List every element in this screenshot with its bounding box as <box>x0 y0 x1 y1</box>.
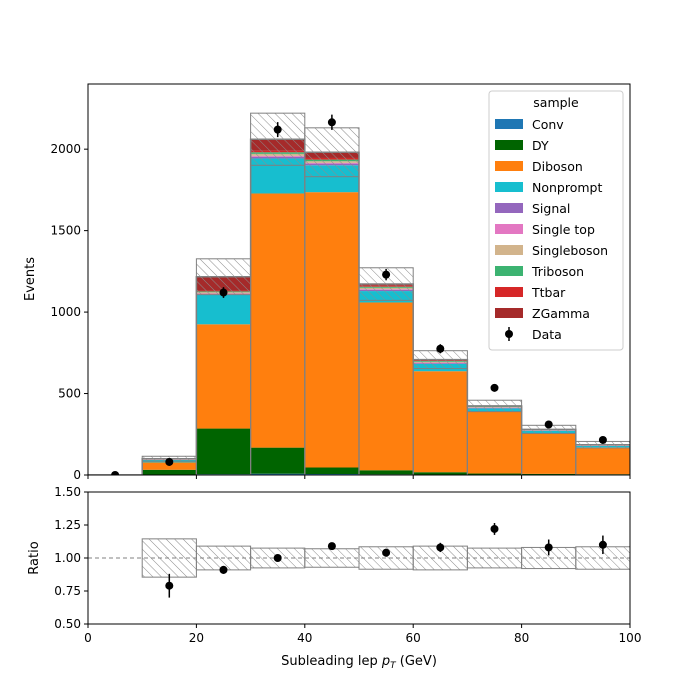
bar-dy-bin-1 <box>142 469 197 475</box>
bar-diboson-bin-3 <box>250 193 305 448</box>
legend-swatch-ttbar <box>495 287 523 297</box>
ratio-point <box>544 543 553 552</box>
x-axis-label-text: Subleading lep <box>281 654 382 669</box>
bar-diboson-bin-2 <box>196 324 251 429</box>
legend-frame <box>488 90 624 351</box>
y-tick-label: 2000 <box>50 142 81 156</box>
x-axis-label: Subleading lep pT (GeV) <box>281 654 437 671</box>
y-tick-label: 1000 <box>50 305 81 319</box>
ratio-point <box>382 548 391 557</box>
bar-diboson-bin-9 <box>575 447 630 475</box>
legend: sample Conv DY Diboson Nonprompt Signal Single… <box>488 90 624 351</box>
y-tick-label: 500 <box>58 387 81 401</box>
ratio-y-axis-label: Ratio <box>27 541 42 574</box>
legend-label: Singleboson <box>532 243 608 258</box>
legend-data-marker <box>505 330 513 338</box>
x-axis-label-unit: (GeV) <box>396 654 437 669</box>
legend-label: Conv <box>532 117 564 132</box>
bar-dy-bin-3 <box>250 447 305 474</box>
legend-label: ZGamma <box>532 306 590 321</box>
x-tick-label: 40 <box>297 631 312 645</box>
mc-uncertainty-band-bin-7 <box>466 399 523 413</box>
legend-swatch-signal <box>495 203 523 213</box>
bar-conv-bin-3 <box>250 473 305 475</box>
data-point <box>436 344 445 353</box>
ratio-y-tick-label: 1.25 <box>54 518 81 532</box>
legend-swatch-diboson <box>495 161 523 171</box>
bar-dy-bin-6 <box>413 472 468 475</box>
mc-uncertainty-band-bin-5 <box>358 267 414 301</box>
main-plot-area: 0 500 1000 1500 2000 Events <box>23 83 631 482</box>
mc-uncertainty-band-bin-6 <box>412 350 468 370</box>
legend-swatch-single-top <box>495 224 523 234</box>
ratio-y-tick-label: 0.50 <box>54 617 81 631</box>
bar-diboson-bin-8 <box>521 433 576 474</box>
y-tick-label: 1500 <box>50 224 81 238</box>
bar-dy-bin-7 <box>467 473 522 475</box>
x-axis-label-symbol: p <box>381 654 390 669</box>
ratio-point <box>598 540 607 549</box>
legend-title: sample <box>533 95 579 110</box>
legend-label: Ttbar <box>531 285 566 300</box>
legend-label: Data <box>532 327 562 342</box>
ratio-point <box>490 524 499 533</box>
bar-nonprompt-bin-2 <box>196 294 251 325</box>
ratio-point <box>165 581 174 590</box>
legend-label: Nonprompt <box>532 180 602 195</box>
ratio-point <box>219 565 228 574</box>
mc-uncertainty-band-bin-4 <box>304 127 360 178</box>
bar-diboson-bin-6 <box>413 371 468 473</box>
ratio-point <box>273 554 282 562</box>
legend-swatch-dy <box>495 140 523 150</box>
bar-diboson-bin-5 <box>359 302 414 471</box>
legend-label: Triboson <box>531 264 584 279</box>
legend-swatch-singleboson <box>495 245 523 255</box>
data-point <box>273 125 282 134</box>
ratio-y-tick-label: 1.00 <box>54 551 81 565</box>
bar-dy-bin-5 <box>359 470 414 475</box>
bar-diboson-bin-7 <box>467 411 522 474</box>
legend-swatch-conv <box>495 119 523 129</box>
legend-label: Signal <box>532 201 570 216</box>
legend-swatch-zgamma <box>495 308 523 318</box>
bar-dy-bin-4 <box>304 467 359 475</box>
ratio-point <box>436 543 445 552</box>
x-axis-label-subscript: T <box>390 661 397 671</box>
data-point <box>219 288 228 297</box>
data-point <box>327 118 336 127</box>
bar-diboson-bin-1 <box>142 462 197 470</box>
legend-swatch-triboson <box>495 266 523 276</box>
bar-dy-bin-8 <box>521 473 576 475</box>
data-point <box>165 457 174 466</box>
x-tick-label: 0 <box>84 631 92 645</box>
y-tick-label: 0 <box>73 468 81 482</box>
legend-label: Diboson <box>532 159 583 174</box>
data-point <box>490 383 499 392</box>
bar-diboson-bin-4 <box>304 192 359 468</box>
mc-uncertainty-band-bin-3 <box>250 112 306 166</box>
legend-label: DY <box>532 138 549 153</box>
ratio-plot-area: 0.500.751.001.251.50 0 20 40 60 80 100 Ratio … <box>27 485 641 671</box>
data-point <box>598 435 607 444</box>
ratio-y-tick-label: 0.75 <box>54 584 81 598</box>
data-point <box>382 270 391 279</box>
y-axis-label: Events <box>23 257 38 301</box>
x-tick-label: 20 <box>189 631 204 645</box>
x-tick-label: 80 <box>514 631 529 645</box>
data-point <box>544 420 553 429</box>
ratio-point <box>327 542 336 551</box>
data-point <box>111 471 120 475</box>
bar-dy-bin-2 <box>196 428 251 475</box>
ratio-y-tick-label: 1.50 <box>54 485 81 499</box>
legend-label: Single top <box>532 222 595 237</box>
x-tick-label: 100 <box>619 631 642 645</box>
legend-swatch-nonprompt <box>495 182 523 192</box>
main-plot-frame <box>87 83 631 476</box>
x-tick-label: 60 <box>406 631 421 645</box>
